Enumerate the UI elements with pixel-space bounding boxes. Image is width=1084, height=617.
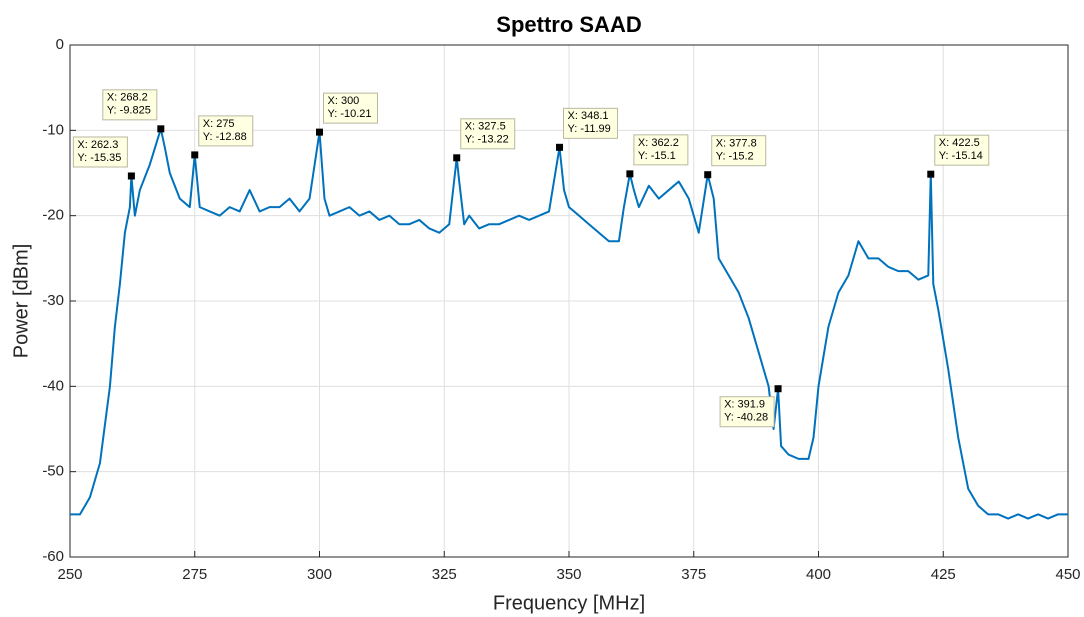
datatip: X: 377.8Y: -15.2 xyxy=(711,135,767,167)
x-tick-label: 400 xyxy=(806,566,831,583)
datatip-box xyxy=(198,115,254,147)
datatip-marker xyxy=(316,128,323,136)
datatip-box xyxy=(460,118,516,150)
x-tick-label: 375 xyxy=(681,566,706,583)
datatip-text: Y: -13.22 xyxy=(465,134,509,146)
datatip-box xyxy=(934,134,990,166)
datatip-text: X: 362.2 xyxy=(638,137,679,149)
x-tick-label: 250 xyxy=(57,566,82,583)
y-tick-label: 0 xyxy=(56,36,64,53)
datatip-text: X: 391.9 xyxy=(724,399,765,411)
datatip-marker xyxy=(556,143,564,151)
datatip-box xyxy=(711,135,767,167)
datatip-text: X: 377.8 xyxy=(716,138,757,150)
x-axis-label: Frequency [MHz] xyxy=(493,592,645,614)
x-tick-label: 275 xyxy=(182,566,207,583)
datatip-text: X: 268.2 xyxy=(107,92,148,104)
datatip-text: Y: -40.28 xyxy=(724,412,768,424)
datatip-text: Y: -15.1 xyxy=(638,150,676,162)
datatip-marker xyxy=(626,170,634,178)
spectrum-line xyxy=(70,127,1068,520)
y-tick-label: -40 xyxy=(42,377,64,394)
y-tick-label: -10 xyxy=(42,121,64,138)
datatip-text: X: 262.3 xyxy=(77,139,118,151)
y-axis-label: Power [dBm] xyxy=(10,244,32,358)
datatip-box xyxy=(633,134,689,166)
datatip-box xyxy=(72,136,128,168)
datatip-box xyxy=(563,107,619,139)
y-tick-label: -20 xyxy=(42,207,64,224)
datatip-text: Y: -9.825 xyxy=(107,105,151,117)
datatip-marker xyxy=(157,125,165,133)
y-tick-label: -60 xyxy=(42,548,64,565)
x-tick-label: 300 xyxy=(307,566,332,583)
datatip-marker xyxy=(191,151,199,159)
datatip: X: 362.2Y: -15.1 xyxy=(633,134,689,166)
datatip-marker xyxy=(774,385,782,393)
datatip: X: 327.5Y: -13.22 xyxy=(460,118,516,150)
datatip-text: Y: -10.21 xyxy=(328,108,372,120)
datatip-box xyxy=(323,92,378,124)
x-tick-label: 325 xyxy=(432,566,457,583)
datatip-marker xyxy=(453,154,461,162)
datatip-marker xyxy=(127,172,135,180)
datatip-text: X: 327.5 xyxy=(465,121,506,133)
datatip: X: 348.1Y: -11.99 xyxy=(563,107,619,139)
chart-title: Spettro SAAD xyxy=(496,12,641,37)
axes-box xyxy=(69,44,1069,558)
x-tick-label: 425 xyxy=(931,566,956,583)
datatip: X: 268.2Y: -9.825 xyxy=(102,89,158,121)
datatip-text: X: 422.5 xyxy=(939,137,980,149)
datatip-text: Y: -12.88 xyxy=(203,131,247,143)
datatip-text: X: 275 xyxy=(203,118,235,130)
y-tick-label: -30 xyxy=(42,292,64,309)
datatip-text: X: 348.1 xyxy=(568,110,609,122)
datatip-text: Y: -15.2 xyxy=(716,151,754,163)
datatip-box xyxy=(102,89,158,121)
y-tick-label: -50 xyxy=(42,463,64,480)
x-tick-label: 350 xyxy=(556,566,581,583)
datatip: X: 422.5Y: -15.14 xyxy=(934,134,990,166)
datatip-box xyxy=(719,396,775,428)
datatip: X: 391.9Y: -40.28 xyxy=(719,396,775,428)
datatip: X: 262.3Y: -15.35 xyxy=(72,136,128,168)
datatip-text: Y: -11.99 xyxy=(568,123,611,135)
datatip-marker xyxy=(704,171,712,179)
datatip-text: Y: -15.14 xyxy=(939,150,983,162)
datatip-text: X: 300 xyxy=(328,95,360,107)
datatip-marker xyxy=(927,170,935,178)
datatip-text: Y: -15.35 xyxy=(77,152,121,164)
x-tick-label: 450 xyxy=(1055,566,1080,583)
